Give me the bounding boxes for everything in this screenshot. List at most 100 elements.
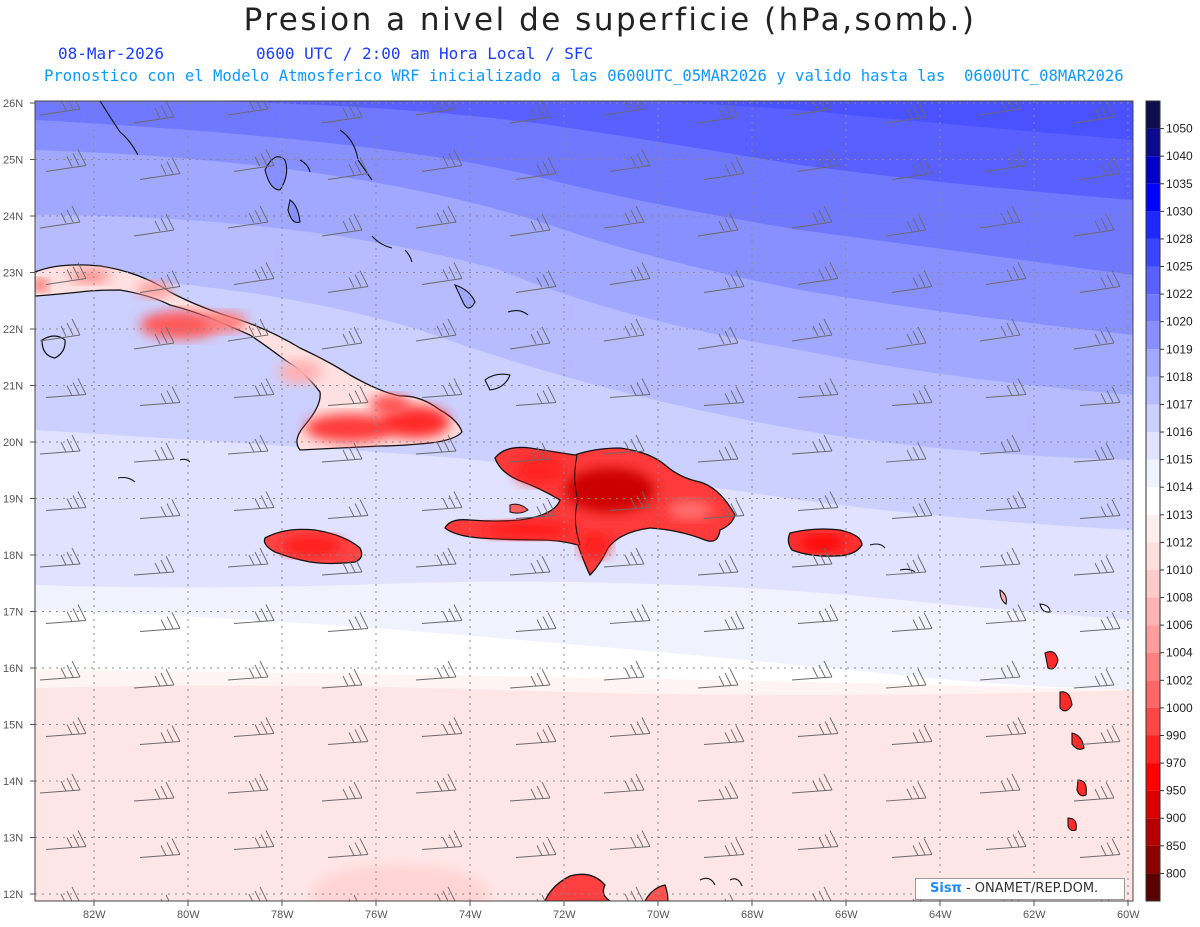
wind-barb: [624, 886, 644, 901]
wind-barb: [39, 547, 81, 568]
wind-barb: [509, 326, 551, 350]
wind-barb: [421, 378, 463, 398]
wind-barb: [39, 318, 81, 342]
wind-barb: [797, 830, 839, 850]
colorbar-label: 1040: [1166, 149, 1193, 163]
wind-barb: [321, 668, 363, 689]
wind-barb: [139, 157, 181, 180]
bahamas-islands: [99, 101, 916, 887]
wind-barb: [985, 604, 1027, 624]
wind-barb: [703, 386, 745, 406]
lat-tick-label: 23N: [3, 268, 23, 280]
wind-barb: [697, 442, 739, 463]
wind-barb: [139, 499, 181, 519]
wind-barb: [45, 830, 87, 850]
colorbar-label: 970: [1166, 756, 1186, 770]
forecast-time: 0600 UTC / 2:00 am Hora Local / SFC: [256, 44, 594, 63]
wind-barb: [979, 773, 1021, 794]
lat-tick-label: 24N: [3, 211, 23, 223]
wind-barb: [327, 725, 369, 745]
colorbar-swatch: [1146, 101, 1160, 129]
wind-barb: [1079, 386, 1121, 406]
wind-barb: [609, 717, 651, 737]
wind-barb: [703, 157, 745, 180]
lon-tick-label: 70W: [647, 909, 670, 921]
wind-barb: [603, 318, 645, 342]
wind-barb: [697, 668, 739, 689]
wind-barb: [139, 386, 181, 406]
wind-barb: [515, 270, 557, 293]
wind-barb: [233, 262, 275, 285]
wind-barb: [697, 101, 739, 124]
wind-barb: [979, 660, 1021, 681]
colorbar-swatch: [1146, 211, 1160, 239]
wind-barb: [885, 668, 927, 689]
wind-barb: [791, 434, 833, 455]
lon-tick-label: 72W: [553, 909, 576, 921]
colorbar-label: 1015: [1166, 453, 1193, 467]
colorbar-label: 1002: [1166, 673, 1193, 687]
wind-barb: [45, 717, 87, 737]
colorbar-label: 1010: [1166, 563, 1193, 577]
colorbar-swatch: [1146, 569, 1160, 598]
wind-barb: [891, 386, 933, 406]
wind-barb: [39, 660, 81, 681]
colorbar-label: 1004: [1166, 646, 1193, 660]
wind-barb: [415, 101, 457, 116]
wind-barb: [509, 442, 551, 463]
wind-barb: [797, 491, 839, 511]
chart-title: Presion a nivel de superficie (hPa,somb.…: [243, 2, 977, 38]
lat-tick-label: 21N: [3, 381, 23, 393]
colorbar-label: 1016: [1166, 425, 1193, 439]
colorbar-swatch: [1146, 294, 1160, 322]
wind-barb: [515, 499, 557, 519]
colorbar-swatch: [1146, 432, 1160, 460]
wind-barb: [421, 491, 463, 511]
wind-barb: [985, 149, 1027, 172]
colorbar-swatch: [1146, 818, 1160, 846]
credit-text: - ONAMET/REP.DOM.: [965, 881, 1099, 896]
wind-barb: [515, 838, 557, 858]
wind-barb: [509, 781, 551, 802]
colorbar-swatch: [1146, 459, 1160, 488]
wind-barb: [227, 318, 269, 342]
wind-barb: [60, 886, 80, 901]
wind-barb: [797, 149, 839, 172]
lon-tick-label: 66W: [835, 909, 858, 921]
colorbar-swatch: [1146, 542, 1160, 570]
wind-barb: [703, 725, 745, 745]
wind-barb: [233, 717, 275, 737]
wind-barb: [515, 612, 557, 632]
colorbar-swatch: [1146, 625, 1160, 653]
lesser-antilles: [999, 589, 1087, 832]
wind-barb: [979, 547, 1021, 568]
wind-barb: [697, 781, 739, 802]
colorbar-swatch: [1146, 266, 1160, 295]
wind-barb: [133, 101, 175, 124]
wind-barb: [891, 725, 933, 745]
wind-barb: [45, 262, 87, 285]
colorbar-label: 850: [1166, 839, 1186, 853]
colorbar-label: 1020: [1166, 315, 1193, 329]
wind-barb: [891, 499, 933, 519]
lon-tick-label: 78W: [271, 909, 294, 921]
wind-barb: [327, 838, 369, 858]
colorbar-label: 1035: [1166, 177, 1193, 191]
wind-barb: [133, 781, 175, 802]
wind-barb: [885, 101, 927, 124]
wind-barb: [985, 378, 1027, 398]
model-info: Pronostico con el Modelo Atmosferico WRF…: [44, 67, 1124, 85]
wind-barb: [139, 725, 181, 745]
colorbar-label: 1013: [1166, 508, 1193, 522]
wind-barb: [421, 262, 463, 285]
colorbar-label: 1017: [1166, 397, 1193, 411]
wind-barb: [327, 386, 369, 406]
wind-barb: [139, 838, 181, 858]
wind-barb: [45, 604, 87, 624]
wind-barb: [797, 378, 839, 398]
colorbar-label: 1006: [1166, 618, 1193, 632]
colorbar-label: 1012: [1166, 535, 1193, 549]
wind-barb: [812, 886, 832, 901]
wind-barb: [791, 547, 833, 568]
lat-tick-label: 25N: [3, 155, 23, 167]
